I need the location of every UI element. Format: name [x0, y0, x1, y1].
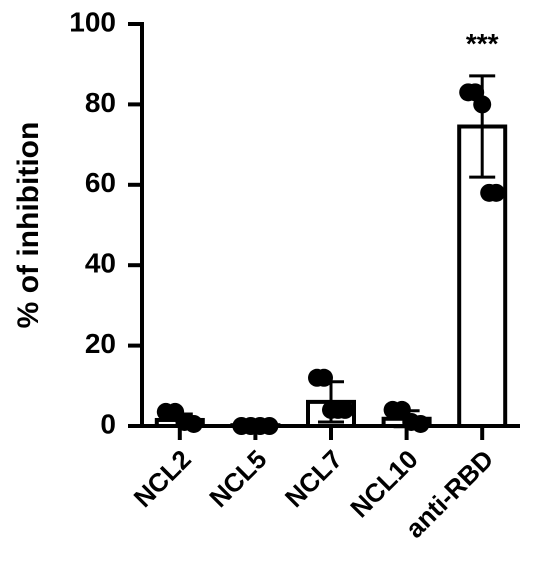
y-axis-label: % of inhibition	[12, 122, 45, 329]
y-tick-label: 60	[85, 167, 116, 198]
data-point	[473, 95, 492, 114]
y-tick-label: 80	[85, 87, 116, 118]
data-point	[184, 414, 203, 433]
y-tick-label: 40	[85, 248, 116, 279]
y-tick-label: 100	[69, 6, 116, 37]
data-point	[411, 414, 430, 433]
significance-label: ***	[466, 28, 499, 59]
x-tick-label: NCL2	[128, 444, 197, 513]
y-tick-label: 20	[85, 328, 116, 359]
data-point	[336, 400, 354, 419]
data-point	[315, 368, 333, 387]
data-point	[487, 183, 506, 202]
x-tick-label: NCL5	[203, 444, 272, 513]
x-tick-label: NCL7	[279, 444, 348, 513]
y-tick-label: 0	[100, 408, 116, 439]
